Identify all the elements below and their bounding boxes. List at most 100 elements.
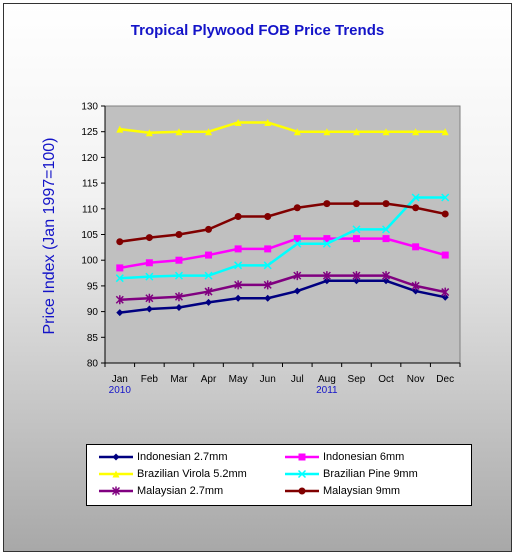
y-tick-label: 115 — [82, 179, 98, 190]
data-point-5-6 — [263, 280, 272, 290]
series-line-5 — [119, 274, 446, 302]
data-point-3-4 — [205, 128, 213, 136]
legend-marker — [111, 486, 121, 496]
data-point-3-10 — [382, 128, 390, 136]
data-point-1-2 — [145, 305, 153, 313]
data-point-4-12 — [441, 193, 450, 202]
legend-swatch — [285, 487, 319, 495]
data-point-2-9 — [352, 235, 360, 243]
data-point-6-9 — [352, 200, 360, 208]
legend-swatch — [285, 453, 319, 461]
series-line-6 — [119, 202, 446, 243]
data-point-6-3 — [175, 231, 183, 238]
data-point-2-10 — [382, 235, 390, 243]
data-point-6-2 — [145, 234, 153, 242]
data-point-1-5 — [234, 294, 242, 302]
series-line-4 — [119, 196, 446, 280]
y-tick-label: 90 — [87, 307, 99, 318]
legend-swatch — [99, 486, 133, 496]
legend-swatch — [99, 453, 133, 461]
data-point-2-2 — [145, 259, 153, 267]
y-tick-label: 100 — [81, 256, 98, 267]
data-point-2-12 — [441, 251, 449, 259]
data-point-4-9 — [352, 225, 361, 234]
data-point-1-3 — [175, 303, 183, 311]
data-point-6-8 — [323, 200, 331, 208]
data-point-4-11 — [411, 193, 420, 202]
x-tick-label: Jul — [291, 374, 304, 385]
x-tick-label: Mar — [170, 374, 188, 385]
legend-label: Brazilian Virola 5.2mm — [137, 468, 247, 480]
data-point-5-2 — [145, 293, 154, 303]
data-point-3-2 — [145, 129, 153, 137]
data-point-1-9 — [352, 277, 360, 285]
data-point-5-3 — [174, 292, 183, 302]
legend-label: Malaysian 9mm — [323, 485, 401, 497]
legend-label: Indonesian 6mm — [323, 451, 405, 463]
data-point-3-7 — [293, 128, 301, 136]
y-tick-label: 95 — [87, 281, 99, 292]
data-point-4-2 — [145, 272, 154, 281]
x-tick-label: Apr — [201, 374, 217, 385]
data-point-5-12 — [441, 287, 450, 297]
data-point-4-1 — [115, 274, 124, 283]
plot-svg: 80 85 90 95 100 105 110 115 120 125 130 Jan Feb Mar Ap… — [81, 102, 461, 396]
data-point-6-6 — [264, 213, 272, 221]
y-tick-label: 110 — [82, 204, 98, 215]
x-tick-label: Sep — [348, 374, 366, 385]
data-point-4-8 — [322, 239, 331, 248]
legend-marker — [297, 469, 307, 479]
data-point-1-12 — [441, 293, 449, 301]
y-tick-label: 80 — [87, 359, 99, 370]
data-point-2-11 — [412, 243, 420, 251]
year-label: 2010 — [109, 385, 132, 396]
data-point-3-6 — [264, 118, 272, 126]
series-line-1 — [119, 279, 446, 314]
y-tick-label: 85 — [87, 333, 99, 344]
x-tick-label: Oct — [378, 374, 394, 385]
y-tick-label: 125 — [81, 127, 98, 138]
legend-label: Malaysian 2.7mm — [137, 485, 224, 497]
plot-area — [104, 105, 461, 364]
data-point-6-12 — [441, 210, 449, 218]
legend-label: Brazilian Pine 9mm — [323, 468, 418, 480]
legend-marker — [298, 453, 306, 461]
data-point-3-8 — [323, 128, 331, 136]
data-point-6-11 — [412, 204, 420, 212]
data-point-4-10 — [382, 225, 391, 234]
data-point-5-8 — [322, 271, 331, 281]
x-tick-label: Jun — [260, 374, 276, 385]
legend-swatch — [285, 469, 319, 479]
data-point-5-7 — [293, 271, 302, 281]
data-point-1-7 — [293, 287, 301, 295]
data-point-4-4 — [204, 271, 213, 280]
data-point-2-8 — [323, 235, 331, 243]
data-point-5-4 — [204, 287, 213, 297]
data-point-2-3 — [175, 256, 183, 264]
legend-marker — [112, 453, 120, 461]
data-point-4-5 — [234, 261, 243, 270]
data-point-4-7 — [293, 239, 302, 248]
data-point-6-10 — [382, 200, 390, 208]
series-line-2 — [119, 237, 446, 270]
data-point-1-1 — [116, 309, 124, 317]
data-point-5-9 — [352, 271, 361, 281]
chart-title: Tropical Plywood FOB Price Trends — [130, 22, 385, 39]
y-tick-label: 130 — [81, 102, 98, 113]
data-point-2-4 — [205, 251, 213, 259]
data-point-3-3 — [175, 128, 183, 136]
data-point-5-10 — [382, 271, 391, 281]
x-tick-label: May — [229, 374, 248, 385]
legend-marker — [112, 470, 120, 478]
legend-label: Indonesian 2.7mm — [137, 451, 228, 463]
x-tick-label: Aug — [318, 374, 336, 385]
y-tick-label: 120 — [81, 153, 98, 164]
data-point-5-11 — [411, 281, 420, 291]
data-point-2-6 — [264, 245, 272, 253]
y-tick-label: 105 — [81, 230, 98, 241]
data-point-6-1 — [116, 238, 124, 246]
data-point-3-1 — [116, 125, 124, 133]
data-point-3-11 — [412, 128, 420, 136]
data-point-1-6 — [264, 294, 272, 302]
chart-frame: Tropical Plywood FOB Price Trends Price … — [3, 3, 512, 552]
